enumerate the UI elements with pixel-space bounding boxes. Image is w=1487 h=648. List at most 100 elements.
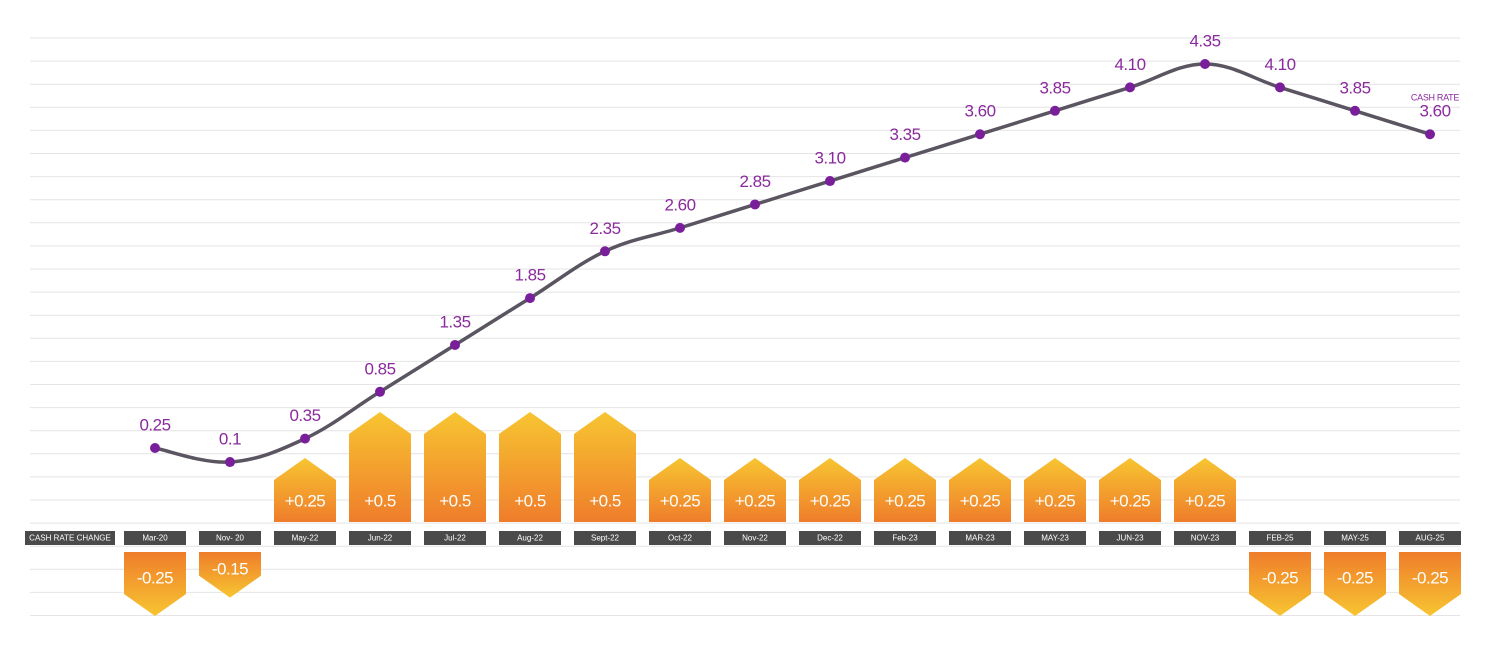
cash-rate-label: 0.1	[219, 430, 241, 449]
change-bar	[1024, 458, 1086, 522]
change-bar	[1399, 552, 1461, 616]
cash-rate-label: 3.35	[889, 125, 920, 144]
category-label: Jun-22	[368, 534, 393, 543]
cash-rate-point	[600, 246, 610, 257]
cash-rate-point	[150, 442, 160, 453]
change-bar	[649, 458, 711, 522]
cash-rate-point	[675, 222, 685, 233]
category-label: May-22	[292, 534, 319, 543]
change-bar	[949, 458, 1011, 522]
cash-rate-point	[900, 152, 910, 163]
category-box	[349, 531, 411, 545]
cash-rate-label: 2.35	[589, 219, 620, 238]
change-bar	[424, 412, 486, 522]
change-label: +0.25	[660, 491, 701, 510]
change-bar	[1324, 552, 1386, 616]
change-bar	[874, 458, 936, 522]
category-box	[949, 531, 1011, 545]
background-grid	[30, 37, 1460, 616]
category-box	[1249, 531, 1311, 545]
cash-rate-point	[1350, 105, 1360, 116]
cash-rate-label: 2.85	[739, 172, 770, 191]
change-label: +0.5	[439, 491, 471, 510]
category-label: Jul-22	[444, 534, 466, 543]
change-label: +0.25	[960, 491, 1001, 510]
legend-box	[25, 531, 115, 545]
cash-rate-point	[525, 293, 535, 304]
cash-rate-annotation: CASH RATE	[1411, 93, 1459, 103]
category-box	[199, 531, 261, 545]
change-bar	[574, 412, 636, 522]
category-box	[274, 531, 336, 545]
cash-rate-point	[1050, 105, 1060, 116]
cash-rate-line	[154, 62, 1431, 464]
category-box	[499, 531, 561, 545]
cash-rate-label: 1.35	[439, 312, 470, 331]
cash-rate-label: 1.85	[514, 266, 545, 285]
category-label: Sept-22	[591, 534, 620, 543]
cash-rate-label: 0.35	[289, 406, 320, 425]
change-label: -0.25	[1337, 568, 1373, 587]
change-label: +0.25	[1035, 491, 1076, 510]
change-label: +0.25	[735, 491, 776, 510]
change-bar	[724, 458, 786, 522]
change-label: +0.25	[285, 491, 326, 510]
cash-rate-point	[1275, 82, 1285, 93]
category-box	[799, 531, 861, 545]
change-label: -0.25	[1262, 568, 1298, 587]
change-label: +0.25	[810, 491, 851, 510]
cash-rate-point	[750, 199, 760, 210]
cash-rate-label: 0.85	[364, 359, 395, 378]
category-box	[1099, 531, 1161, 545]
category-label: MAY-23	[1041, 534, 1069, 543]
category-label: JUN-23	[1116, 534, 1144, 543]
cash-rate-point	[1125, 82, 1135, 93]
category-box	[424, 531, 486, 545]
cash-rate-label: 3.60	[1419, 102, 1450, 121]
change-label: +0.5	[514, 491, 546, 510]
change-label: +0.25	[1185, 491, 1226, 510]
category-label: AUG-25	[1416, 534, 1445, 543]
cash-rate-label: 4.10	[1114, 55, 1145, 74]
change-bar	[799, 458, 861, 522]
cash-rate-label: 4.35	[1189, 31, 1220, 50]
category-label: Nov-22	[742, 534, 768, 543]
category-box	[724, 531, 786, 545]
change-label: -0.25	[1412, 568, 1448, 587]
cash-rate-point	[450, 339, 460, 350]
cash-rate-label: 2.60	[664, 195, 695, 214]
category-box	[874, 531, 936, 545]
category-label: Feb-23	[892, 534, 918, 543]
category-label: MAY-25	[1341, 534, 1369, 543]
change-bar	[1249, 552, 1311, 616]
category-box	[1024, 531, 1086, 545]
category-label: Aug-22	[517, 534, 543, 543]
cash-rate-point	[975, 129, 985, 140]
cash-rate-point	[375, 386, 385, 397]
change-bar	[349, 412, 411, 522]
category-label: MAR-23	[965, 534, 995, 543]
cash-rate-point	[225, 457, 235, 468]
category-box	[1399, 531, 1461, 545]
change-label: -0.15	[212, 559, 248, 578]
cash-rate-label: 3.60	[964, 102, 995, 121]
cash-rate-point	[1200, 58, 1210, 69]
bar-series-label: CASH RATE CHANGE	[29, 534, 111, 543]
cash-rate-label: 0.25	[139, 415, 170, 434]
change-label: +0.5	[589, 491, 621, 510]
change-label: -0.25	[137, 568, 173, 587]
category-box	[124, 531, 186, 545]
category-label: Nov- 20	[216, 534, 245, 543]
cash-rate-point	[300, 433, 310, 444]
category-label: NOV-23	[1191, 534, 1220, 543]
cash-rate-label: 3.85	[1039, 78, 1070, 97]
cash-rate-label: 3.10	[814, 149, 845, 168]
category-box	[1324, 531, 1386, 545]
change-bar	[199, 552, 261, 598]
change-bar	[1099, 458, 1161, 522]
change-bar	[499, 412, 561, 522]
change-label: +0.25	[1110, 491, 1151, 510]
category-label: Dec-22	[817, 534, 843, 543]
